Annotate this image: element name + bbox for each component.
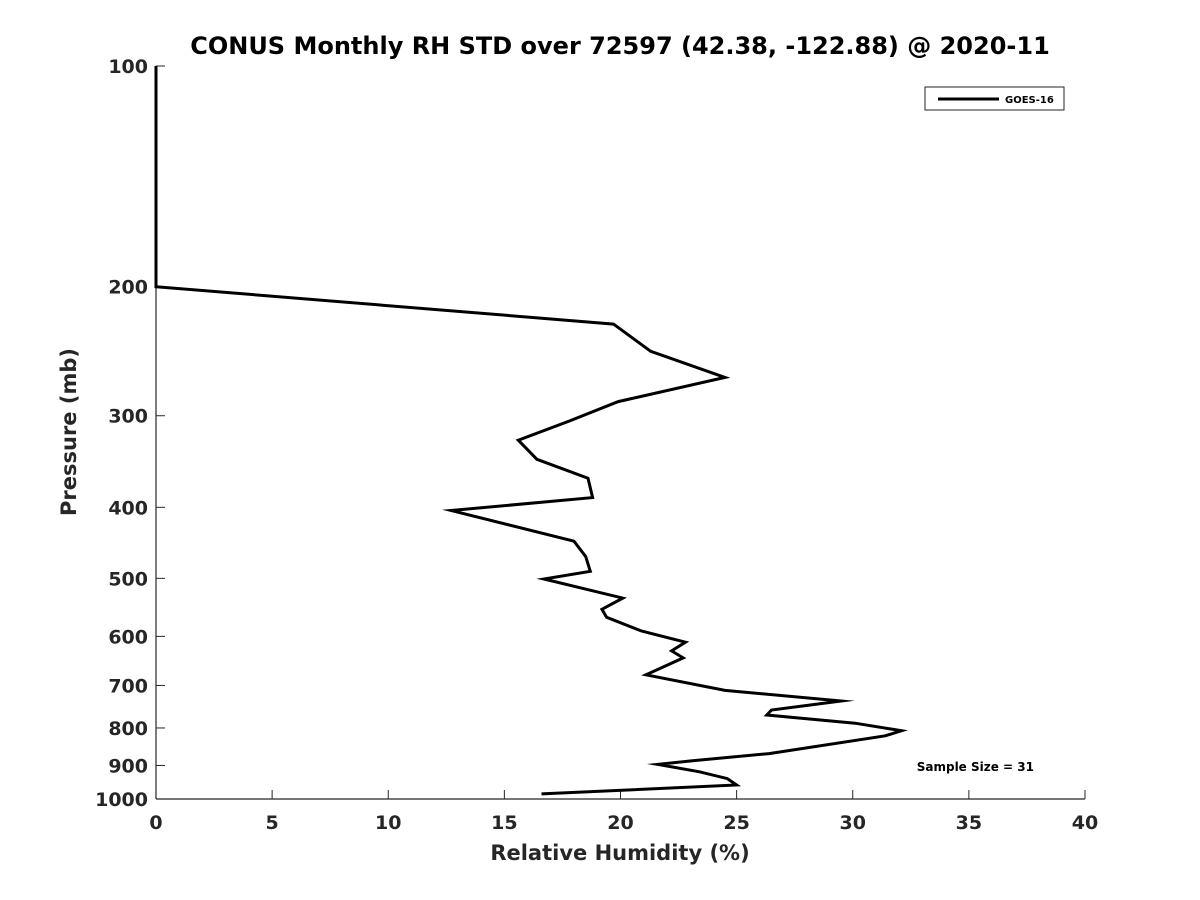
x-tick-label: 0 [149, 812, 162, 834]
x-tick-label: 15 [491, 812, 517, 834]
y-tick-label: 500 [108, 568, 148, 590]
y-tick-label: 700 [108, 675, 148, 697]
x-tick-label: 30 [840, 812, 866, 834]
series-line-goes16 [154, 66, 908, 796]
y-axis-label: Pressure (mb) [57, 348, 81, 516]
x-tick-label: 20 [607, 812, 633, 834]
y-tick-label: 100 [108, 56, 148, 78]
y-tick-label: 800 [108, 718, 148, 740]
x-tick-label: 35 [956, 812, 982, 834]
y-tick-label: 200 [108, 277, 148, 299]
y-tick-label: 300 [108, 406, 148, 428]
x-tick-label: 40 [1072, 812, 1098, 834]
y-ticks: 100 200 300 400 500 600 700 800 900 1000 [95, 56, 165, 811]
legend-entry-label: GOES-16 [1005, 95, 1054, 106]
plot-area: 0 5 10 15 20 25 30 35 40 100 200 300 400 500 600 700 80… [95, 56, 1098, 834]
chart-title: CONUS Monthly RH STD over 72597 (42.38, … [190, 32, 1050, 60]
x-tick-label: 5 [266, 812, 279, 834]
legend: GOES-16 [924, 86, 1065, 111]
y-tick-label: 900 [108, 755, 148, 777]
x-ticks: 0 5 10 15 20 25 30 35 40 [149, 790, 1098, 834]
y-tick-label: 400 [108, 497, 148, 519]
sample-size-annotation: Sample Size = 31 [917, 760, 1034, 774]
y-tick-label: 1000 [95, 789, 148, 811]
y-tick-label: 600 [108, 626, 148, 648]
x-tick-label: 25 [723, 812, 749, 834]
x-tick-label: 10 [375, 812, 401, 834]
x-axis-label: Relative Humidity (%) [490, 841, 749, 865]
